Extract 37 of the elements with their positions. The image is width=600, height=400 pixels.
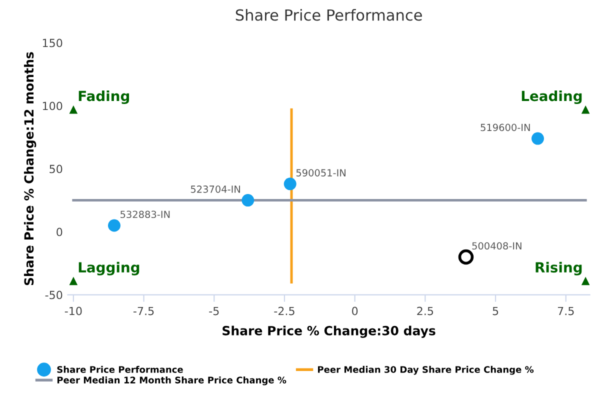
y-tick-label: -50: [45, 290, 62, 300]
legend-label: Peer Median 12 Month Share Price Change %: [57, 376, 286, 386]
annotation: Rising: [536, 262, 582, 276]
annotation: Fading: [78, 90, 130, 104]
point: [242, 194, 254, 207]
chart-title: Share Price Performance: [236, 8, 422, 21]
annotation: 590051-IN: [296, 169, 346, 176]
point: [108, 219, 120, 232]
x-tick-label: -7.5: [133, 306, 154, 316]
annotation: Leading: [522, 90, 582, 104]
point: [581, 105, 590, 114]
x-tick-label: -2.5: [274, 306, 294, 316]
y-tick-label: 100: [42, 102, 62, 110]
point: [458, 249, 474, 265]
annotation: 523704-IN: [190, 186, 240, 193]
annotation: Lagging: [78, 262, 140, 276]
annotation: 500408-IN: [472, 242, 522, 250]
y-axis-title: Share Price % Change:12 months: [24, 52, 36, 286]
annotation: 532883-IN: [120, 210, 170, 218]
x-tick-label: 2.5: [417, 306, 434, 316]
point: [69, 105, 78, 114]
x-tick-label: 7.5: [558, 306, 574, 316]
x-axis-title: Share Price % Change:30 days: [222, 326, 436, 338]
point: [69, 276, 78, 286]
point: [531, 132, 544, 145]
y-tick-label: 150: [42, 38, 62, 48]
x-tick-label: 0: [352, 306, 358, 316]
x-tick-label: -5: [209, 306, 219, 316]
legend-label: Peer Median 30 Day Share Price Change %: [318, 366, 534, 375]
point: [581, 276, 590, 286]
legend-label: Share Price Performance: [57, 366, 183, 373]
y-tick-label: 50: [50, 164, 62, 174]
x-tick-label: 5: [492, 306, 498, 316]
annotation: 519600-IN: [480, 124, 530, 132]
x-tick-label: -10: [64, 306, 82, 316]
y-tick-label: 0: [56, 228, 62, 236]
point: [284, 178, 296, 190]
